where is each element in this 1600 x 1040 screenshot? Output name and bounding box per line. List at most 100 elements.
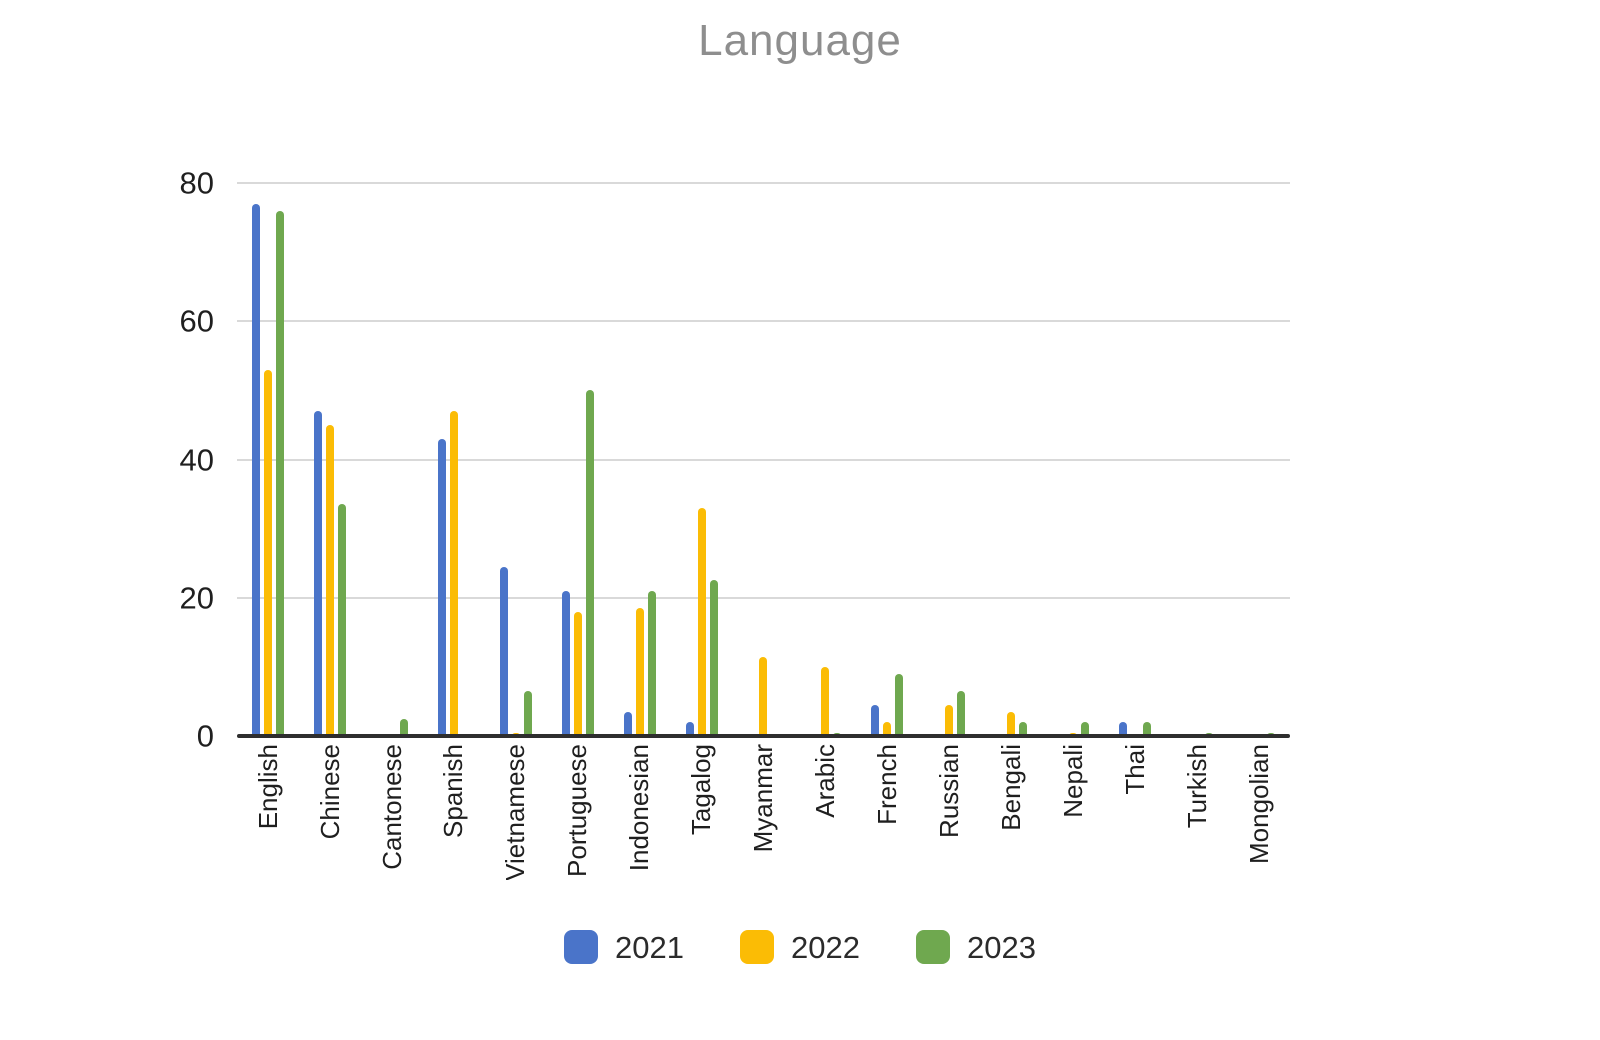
bar-2023-vietnamese — [523, 691, 532, 736]
legend-swatch-2023 — [915, 930, 950, 964]
x-label-cell: Mongolian — [1228, 744, 1290, 880]
y-tick-label: 80 — [179, 165, 214, 201]
x-axis-label: Thai — [1119, 744, 1150, 795]
bar-group-indonesian — [609, 183, 671, 736]
bar-2022-english — [263, 369, 272, 736]
bar-2023-nepali — [1081, 722, 1090, 736]
bar-group-thai — [1104, 183, 1166, 736]
x-label-cell: Tagalog — [671, 744, 733, 880]
x-axis-label: Tagalog — [686, 744, 717, 836]
x-axis-label: Arabic — [810, 744, 841, 818]
x-label-cell: Russian — [918, 744, 980, 880]
legend-item-2021: 2021 — [564, 930, 684, 964]
x-label-cell: French — [856, 744, 918, 880]
bar-group-english — [237, 183, 299, 736]
legend-label: 2021 — [615, 929, 685, 965]
x-label-cell: Spanish — [423, 744, 485, 880]
gridline — [237, 596, 1290, 599]
legend-swatch-2022 — [740, 930, 775, 964]
bar-2021-spanish — [437, 438, 446, 736]
x-axis-label: Vietnamese — [500, 744, 531, 880]
bar-2022-myanmar — [759, 656, 768, 736]
legend-item-2023: 2023 — [915, 929, 1036, 965]
x-axis-label: Turkish — [1181, 744, 1212, 829]
bar-group-french — [856, 183, 918, 736]
x-axis-line — [237, 734, 1290, 738]
x-label-cell: Nepali — [1042, 744, 1104, 880]
bar-2023-indonesian — [647, 590, 656, 736]
bar-group-nepali — [1042, 183, 1104, 736]
bar-2022-arabic — [821, 666, 830, 736]
bar-2023-thai — [1143, 722, 1152, 736]
bar-group-tagalog — [671, 183, 733, 736]
x-axis-label: Mongolian — [1243, 744, 1274, 864]
bar-2021-tagalog — [685, 722, 694, 736]
x-axis-label: French — [872, 744, 903, 825]
y-axis: 80 60 40 20 0 — [0, 168, 214, 752]
bar-2022-chinese — [325, 424, 334, 736]
bar-group-chinese — [299, 183, 361, 736]
x-label-cell: Arabic — [794, 744, 856, 880]
bar-2021-english — [251, 203, 260, 736]
bar-group-mongolian — [1228, 183, 1290, 736]
x-label-cell: Vietnamese — [485, 744, 547, 880]
bar-group-bengali — [980, 183, 1042, 736]
x-axis-label: Spanish — [438, 744, 469, 838]
bar-group-turkish — [1166, 183, 1228, 736]
x-label-cell: Thai — [1104, 744, 1166, 880]
bar-2022-french — [883, 722, 892, 736]
y-tick-label: 40 — [179, 442, 214, 477]
bar-2023-tagalog — [709, 580, 718, 736]
bar-2023-russian — [957, 691, 966, 736]
x-label-cell: Portuguese — [547, 744, 609, 880]
y-tick-label: 20 — [179, 580, 214, 616]
y-tick-label: 60 — [179, 303, 214, 339]
bar-2023-bengali — [1019, 722, 1028, 736]
legend-label: 2023 — [966, 929, 1036, 965]
bar-group-russian — [918, 183, 980, 736]
x-axis-label: English — [252, 744, 283, 830]
plot-area — [237, 182, 1290, 738]
bar-2023-chinese — [337, 504, 346, 736]
bars-layer — [237, 183, 1290, 736]
x-label-cell: Turkish — [1166, 744, 1228, 880]
bar-2023-english — [275, 210, 284, 736]
legend-item-2022: 2022 — [740, 930, 860, 964]
bar-2021-thai — [1119, 722, 1128, 736]
bar-2021-portuguese — [561, 590, 570, 736]
x-axis-label: Indonesian — [624, 744, 655, 872]
x-axis-label: Chinese — [314, 744, 345, 840]
gridline — [237, 320, 1290, 323]
x-label-cell: Chinese — [299, 744, 361, 880]
bar-group-myanmar — [733, 183, 795, 736]
x-axis-label: Nepali — [1057, 744, 1088, 818]
x-axis-label: Cantonese — [376, 744, 407, 870]
x-label-cell: Cantonese — [361, 744, 423, 880]
bar-2021-french — [871, 704, 880, 736]
x-axis-label: Myanmar — [748, 744, 779, 853]
bar-2023-portuguese — [585, 390, 594, 736]
bar-group-arabic — [794, 183, 856, 736]
bar-2023-cantonese — [399, 718, 408, 736]
bar-2022-bengali — [1007, 711, 1016, 736]
x-axis-label: Russian — [933, 744, 964, 838]
x-axis-label: Portuguese — [562, 744, 593, 877]
bar-2022-portuguese — [573, 611, 582, 736]
legend-label: 2022 — [791, 929, 860, 965]
bar-group-spanish — [423, 183, 485, 736]
x-label-cell: English — [237, 744, 299, 880]
x-label-cell: Bengali — [980, 744, 1042, 880]
gridline — [237, 458, 1290, 461]
bar-2022-tagalog — [697, 507, 706, 736]
x-axis-label: Bengali — [995, 744, 1026, 831]
bar-group-cantonese — [361, 183, 423, 736]
bar-2022-russian — [945, 704, 954, 736]
x-axis-labels: English Chinese Cantonese Spanish Vietnamese… — [237, 744, 1290, 880]
bar-2021-chinese — [313, 411, 322, 736]
bar-2022-indonesian — [635, 608, 644, 736]
bar-2023-french — [895, 673, 904, 736]
chart-title: Language — [698, 16, 902, 65]
bar-2021-indonesian — [623, 711, 632, 736]
x-label-cell: Myanmar — [733, 744, 795, 880]
